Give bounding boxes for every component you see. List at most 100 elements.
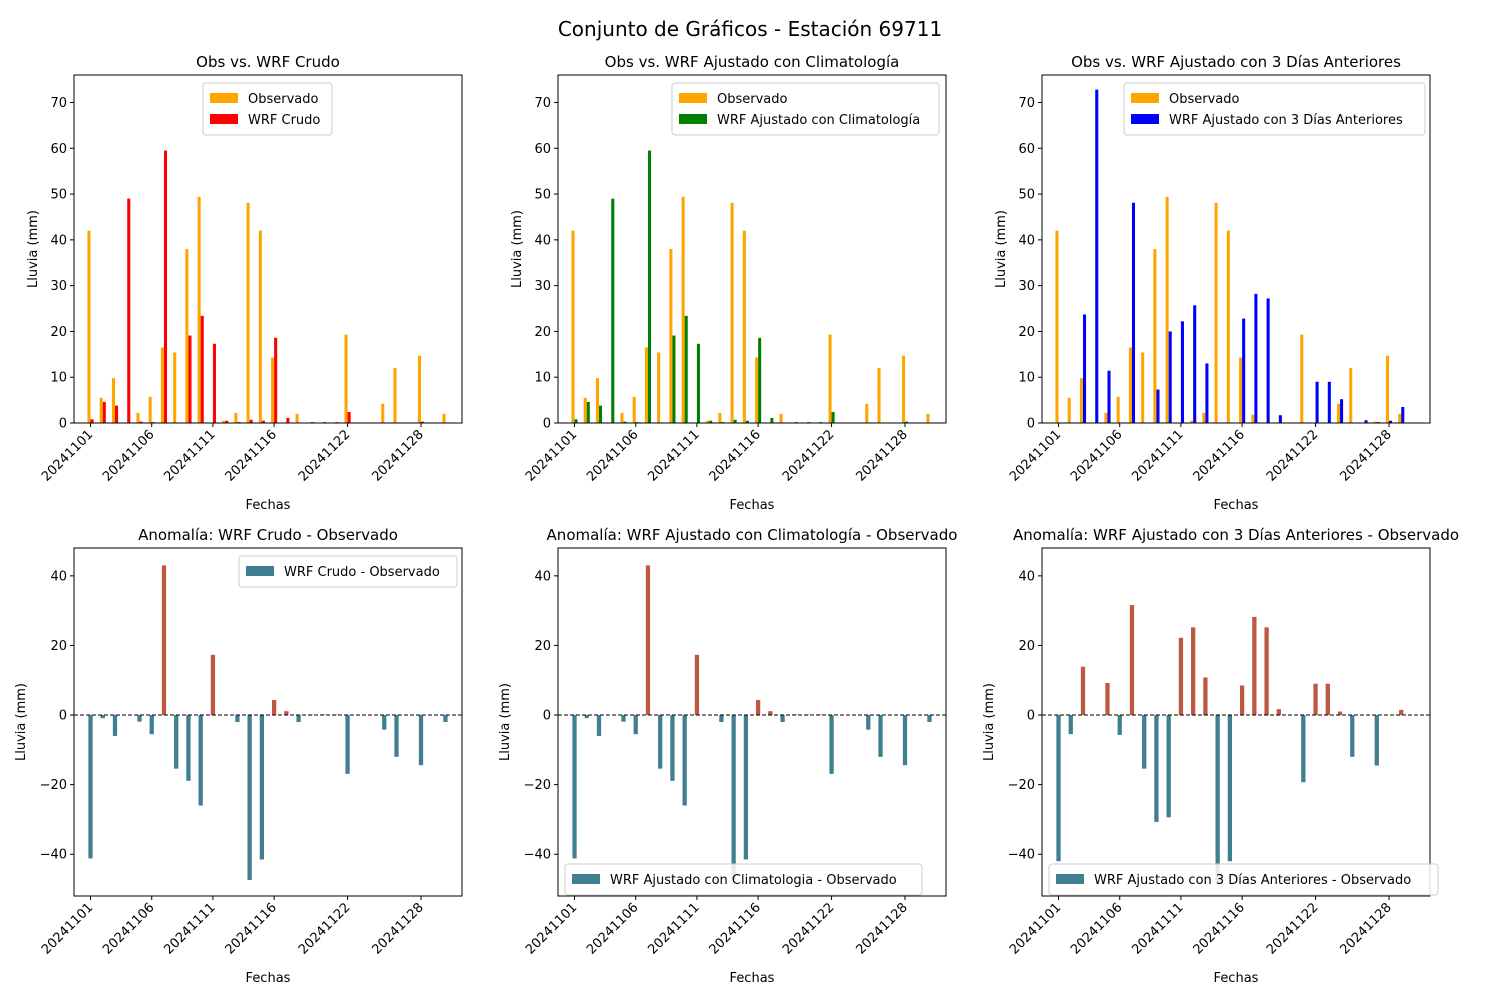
bar-observado-20241102	[583, 397, 587, 423]
bar-observado-20241122	[828, 334, 832, 423]
bar-wrf-20241129	[1401, 406, 1405, 423]
y-axis-label: Lluvia (mm)	[510, 210, 525, 288]
bar-observado-20241105	[620, 412, 624, 423]
bar-observado-20241125	[865, 403, 869, 423]
bar-observado-20241105	[136, 412, 140, 423]
bar-observado-20241109	[185, 249, 189, 423]
bar-anomalia-20241118	[296, 715, 301, 722]
bar-observado-20241106	[148, 396, 152, 423]
y-tick-label: 50	[50, 188, 67, 203]
y-tick-label: −40	[524, 848, 551, 863]
bar-observado-20241109	[1153, 249, 1157, 423]
bar-anomalia-20241130	[443, 715, 448, 722]
y-tick-label: −40	[40, 848, 67, 863]
bar-wrf-20241112	[709, 420, 713, 423]
bar-anomalia-20241105	[137, 715, 142, 722]
bar-observado-20241113	[234, 412, 238, 423]
bar-anomalia-20241109	[670, 715, 675, 781]
bar-observado-20241129	[1398, 413, 1402, 423]
y-tick-label: 70	[50, 96, 67, 111]
bar-wrf-20241103	[599, 405, 603, 423]
y-tick-label: 30	[534, 279, 551, 294]
chart-title: Anomalía: WRF Crudo - Observado	[138, 526, 398, 544]
bar-anomalia-20241102	[584, 715, 589, 719]
y-axis-label: Lluvia (mm)	[982, 683, 997, 761]
axes-frame	[73, 547, 463, 897]
bar-observado-20241112	[222, 420, 226, 423]
bar-anomalia-20241112	[1191, 627, 1196, 716]
bar-anomalia-20241121	[1301, 715, 1306, 783]
bar-observado-20241128	[417, 355, 421, 423]
bar-wrf-20241110	[684, 315, 688, 423]
bar-anomalia-20241126	[878, 715, 883, 757]
y-tick-label: 10	[534, 371, 551, 386]
bar-wrf-20241111	[212, 343, 216, 423]
legend-swatch	[572, 874, 600, 884]
bar-wrf-20241116	[274, 337, 278, 423]
y-tick-label: 20	[50, 639, 67, 654]
bar-anomalia-20241115	[1227, 715, 1233, 862]
bar-anomalia-20241118	[1264, 627, 1269, 716]
bar-anomalia-20241117	[1252, 616, 1257, 716]
y-tick-label: 40	[50, 233, 67, 248]
bar-anomalia-20241110	[682, 715, 687, 806]
chart-title: Obs vs. WRF Ajustado con 3 Días Anterior…	[1071, 53, 1401, 71]
bar-wrf-20241124	[1340, 399, 1344, 423]
bar-anomalia-20241102	[1068, 715, 1073, 735]
x-tick-label: 20241122	[1264, 900, 1321, 957]
bar-anomalia-20241105	[1105, 683, 1110, 716]
bar-wrf-20241114	[249, 419, 253, 423]
bar-observado-20241103	[595, 378, 599, 423]
bar-anomalia-20241126	[394, 715, 399, 757]
bar-anomalia-20241115	[259, 715, 265, 860]
x-tick-label: 20241111	[645, 427, 702, 484]
y-tick-label: 10	[1018, 371, 1035, 386]
bars	[1056, 605, 1404, 883]
legend-label: WRF Ajustado con Climatologia - Observad…	[610, 873, 897, 888]
x-tick-label: 20241116	[1191, 427, 1248, 484]
bar-wrf-20241114	[733, 419, 737, 423]
bar-wrf-20241107	[647, 150, 652, 424]
bar-wrf-20241119	[1278, 415, 1282, 423]
y-tick-label: −20	[524, 778, 551, 793]
bar-anomalia-20241107	[161, 565, 167, 716]
bar-anomalia-20241116	[1239, 685, 1245, 716]
bar-observado-20241103	[1079, 378, 1083, 423]
chart-title: Obs vs. WRF Ajustado con Climatología	[605, 53, 900, 71]
bar-anomalia-20241116	[271, 700, 277, 716]
bar-wrf-20241115	[261, 420, 265, 423]
bar-observado-20241130	[926, 413, 930, 423]
x-tick-label: 20241122	[296, 427, 353, 484]
legend-swatch	[1056, 874, 1084, 884]
bar-observado-20241101	[571, 230, 575, 423]
legend-swatch	[679, 114, 707, 124]
bar-anomalia-20241108	[1142, 715, 1147, 769]
x-tick-label: 20241101	[523, 427, 580, 484]
bar-observado-20241121	[1300, 334, 1304, 423]
y-tick-label: 40	[1018, 233, 1035, 248]
bar-wrf-20241104	[127, 198, 131, 423]
y-tick-label: 60	[1018, 142, 1035, 157]
x-tick-label: 20241122	[780, 900, 837, 957]
legend-swatch	[1131, 93, 1159, 103]
bar-anomalia-20241103	[596, 715, 602, 736]
y-tick-label: 0	[59, 417, 67, 432]
legend: WRF Ajustado con 3 Días Anteriores - Obs…	[1048, 863, 1439, 896]
y-tick-label: 0	[1027, 709, 1035, 724]
y-tick-label: 20	[534, 639, 551, 654]
y-tick-label: 20	[50, 325, 67, 340]
y-axis-label: Lluvia (mm)	[14, 683, 29, 761]
y-tick-label: 0	[543, 709, 551, 724]
bar-observado-20241106	[632, 396, 636, 423]
bar-observado-20241103	[111, 378, 115, 423]
bar-observado-20241114	[246, 202, 250, 423]
bar-wrf-20241105	[1107, 370, 1111, 423]
y-tick-label: 60	[534, 142, 551, 157]
bar-wrf-20241126	[1364, 420, 1368, 423]
legend-swatch	[679, 93, 707, 103]
chart-title: Obs vs. WRF Crudo	[196, 53, 340, 71]
x-axis-label: Fechas	[1214, 498, 1259, 513]
bar-observado-20241112	[1190, 420, 1194, 423]
